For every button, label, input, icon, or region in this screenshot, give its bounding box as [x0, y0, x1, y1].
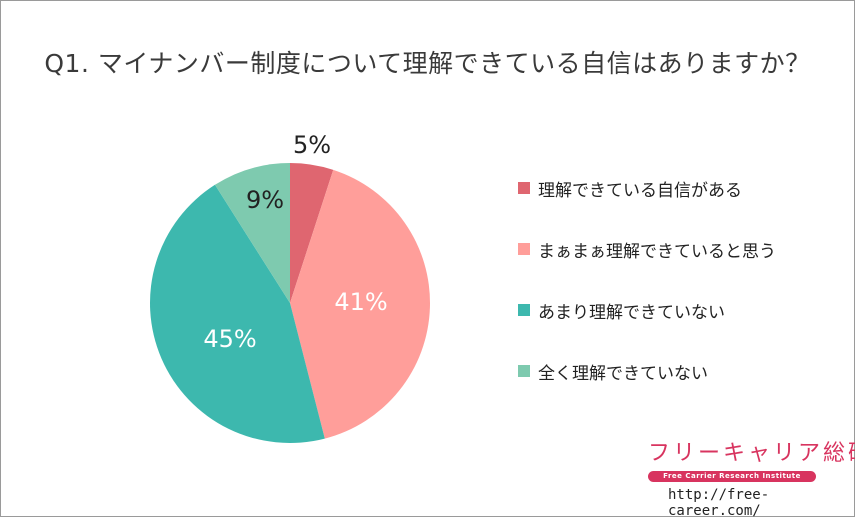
- legend-swatch: [518, 365, 530, 377]
- brand-logo: フリーキャリア総研 Free Carrier Research Institut…: [648, 435, 855, 519]
- slice-value-label: 41%: [334, 288, 387, 316]
- slice-value-label: 5%: [293, 131, 331, 159]
- legend-item: 理解できている自信がある: [518, 176, 776, 201]
- legend: 理解できている自信がある まぁまぁ理解できていると思う あまり理解できていない …: [518, 176, 776, 420]
- legend-label: あまり理解できていない: [538, 302, 725, 323]
- pie-slice: [290, 169, 431, 439]
- legend-label: まぁまぁ理解できていると思う: [538, 241, 776, 262]
- legend-label: 理解できている自信がある: [538, 180, 742, 201]
- brand-name: フリーキャリア総研: [648, 441, 855, 466]
- chart-title: Q1. マイナンバー制度について理解できている自信はありますか？: [44, 49, 811, 78]
- brand-tagline: Free Carrier Research Institute: [648, 471, 816, 482]
- legend-swatch: [518, 243, 530, 255]
- legend-item: まぁまぁ理解できていると思う: [518, 237, 776, 262]
- legend-swatch: [518, 304, 530, 316]
- legend-item: あまり理解できていない: [518, 298, 776, 323]
- pie-slice: [290, 163, 334, 303]
- legend-swatch: [518, 182, 530, 194]
- pie-slice: [150, 184, 325, 443]
- legend-item: 全く理解できていない: [518, 359, 776, 384]
- slice-value-label: 45%: [203, 325, 256, 353]
- pie-slice: [214, 163, 290, 303]
- legend-label: 全く理解できていない: [538, 363, 708, 384]
- slice-value-label: 9%: [246, 186, 284, 214]
- brand-url: http://free-career.com/: [668, 487, 770, 519]
